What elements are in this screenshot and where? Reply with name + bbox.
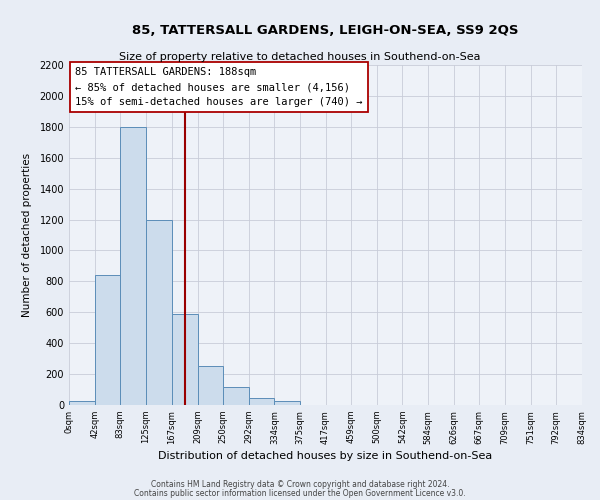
Text: 85 TATTERSALL GARDENS: 188sqm
← 85% of detached houses are smaller (4,156)
15% o: 85 TATTERSALL GARDENS: 188sqm ← 85% of d…	[75, 68, 362, 107]
Bar	[120, 127, 146, 405]
Bar	[248, 398, 274, 405]
Bar	[146, 220, 172, 405]
Text: Contains HM Land Registry data © Crown copyright and database right 2024.: Contains HM Land Registry data © Crown c…	[151, 480, 449, 489]
Bar	[172, 314, 197, 405]
Y-axis label: Number of detached properties: Number of detached properties	[22, 153, 32, 317]
Bar	[69, 401, 95, 405]
Bar	[197, 366, 223, 405]
Title: 85, TATTERSALL GARDENS, LEIGH-ON-SEA, SS9 2QS: 85, TATTERSALL GARDENS, LEIGH-ON-SEA, SS…	[132, 24, 519, 38]
Text: Size of property relative to detached houses in Southend-on-Sea: Size of property relative to detached ho…	[119, 52, 481, 62]
Text: Contains public sector information licensed under the Open Government Licence v3: Contains public sector information licen…	[134, 488, 466, 498]
Bar	[95, 275, 120, 405]
X-axis label: Distribution of detached houses by size in Southend-on-Sea: Distribution of detached houses by size …	[158, 451, 493, 461]
Bar	[223, 387, 248, 405]
Bar	[274, 401, 299, 405]
